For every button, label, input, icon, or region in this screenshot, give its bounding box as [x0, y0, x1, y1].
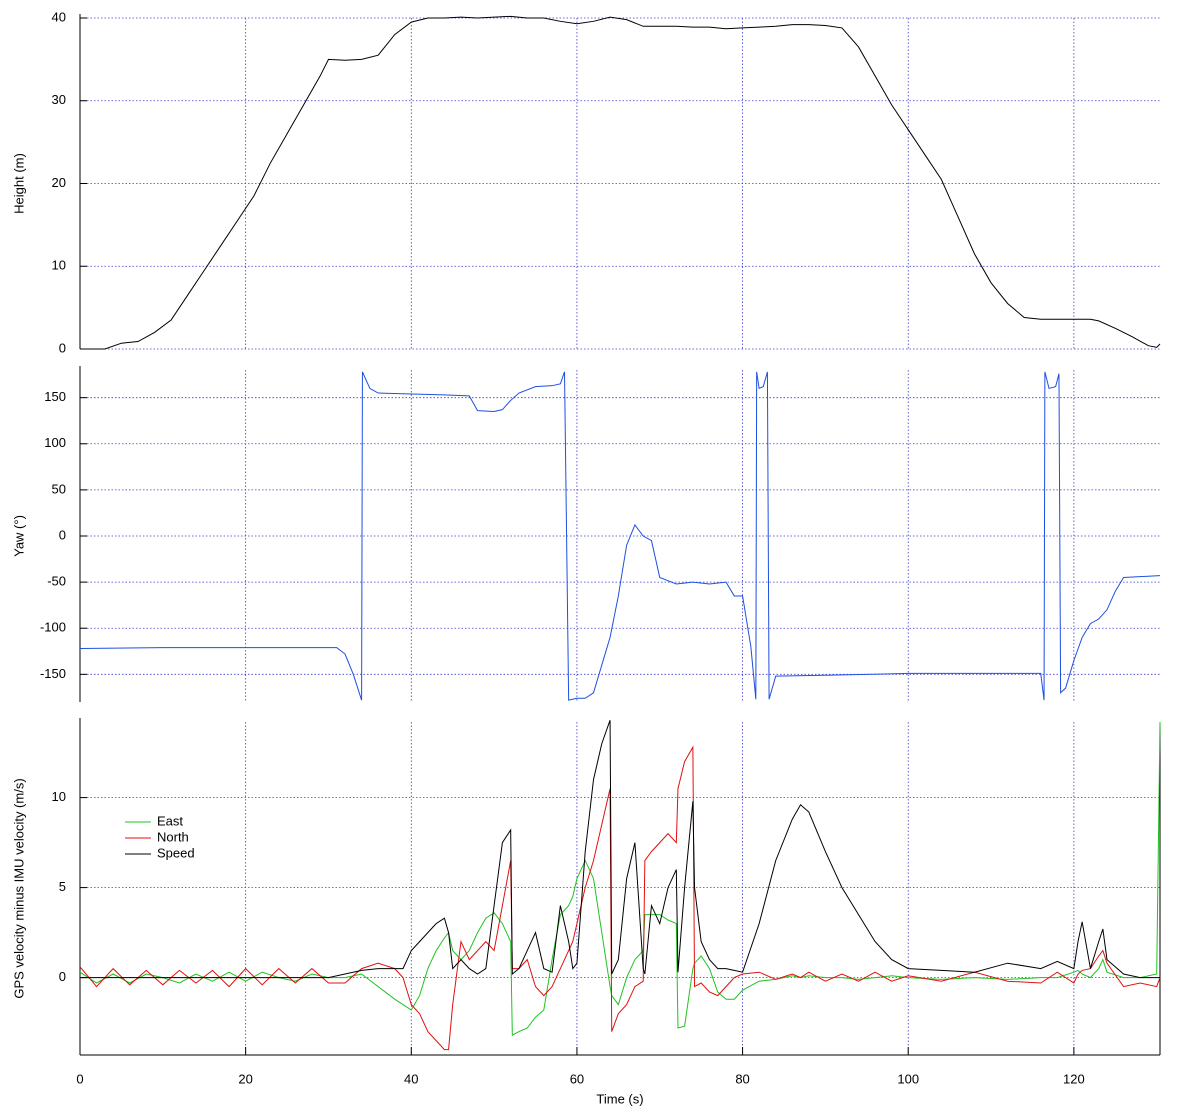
legend-label: North	[157, 829, 189, 844]
x-tick-label: 20	[238, 1071, 252, 1086]
y-tick-label: 10	[52, 789, 66, 804]
y-tick-label: -100	[40, 620, 66, 635]
y-axis-label: Yaw (°)	[11, 515, 26, 557]
y-tick-label: -50	[47, 574, 66, 589]
x-tick-label: 40	[404, 1071, 418, 1086]
legend-label: East	[157, 813, 183, 828]
x-tick-label: 80	[735, 1071, 749, 1086]
data-line	[79, 745, 1161, 1051]
x-axis-label: Time (s)	[596, 1091, 643, 1106]
data-line	[80, 720, 1160, 979]
y-tick-label: 10	[52, 258, 66, 273]
y-tick-label: 150	[44, 389, 66, 404]
y-tick-label: -150	[40, 666, 66, 681]
x-tick-label: 100	[897, 1071, 919, 1086]
y-tick-label: 30	[52, 92, 66, 107]
x-tick-label: 60	[570, 1071, 584, 1086]
legend-label: Speed	[157, 845, 195, 860]
y-tick-label: 0	[59, 340, 66, 355]
y-axis-label: GPS velocity minus IMU velocity (m/s)	[11, 778, 26, 998]
y-tick-label: 0	[59, 969, 66, 984]
data-line	[80, 15, 1161, 350]
y-tick-label: 0	[59, 527, 66, 542]
data-line	[79, 721, 1161, 1037]
y-axis-label: Height (m)	[11, 153, 26, 214]
x-tick-label: 0	[76, 1071, 83, 1086]
x-tick-label: 120	[1063, 1071, 1085, 1086]
y-tick-label: 100	[44, 435, 66, 450]
data-line	[79, 371, 1161, 701]
y-tick-label: 50	[52, 481, 66, 496]
y-tick-label: 20	[52, 175, 66, 190]
y-tick-label: 5	[59, 879, 66, 894]
y-tick-label: 40	[52, 9, 66, 24]
